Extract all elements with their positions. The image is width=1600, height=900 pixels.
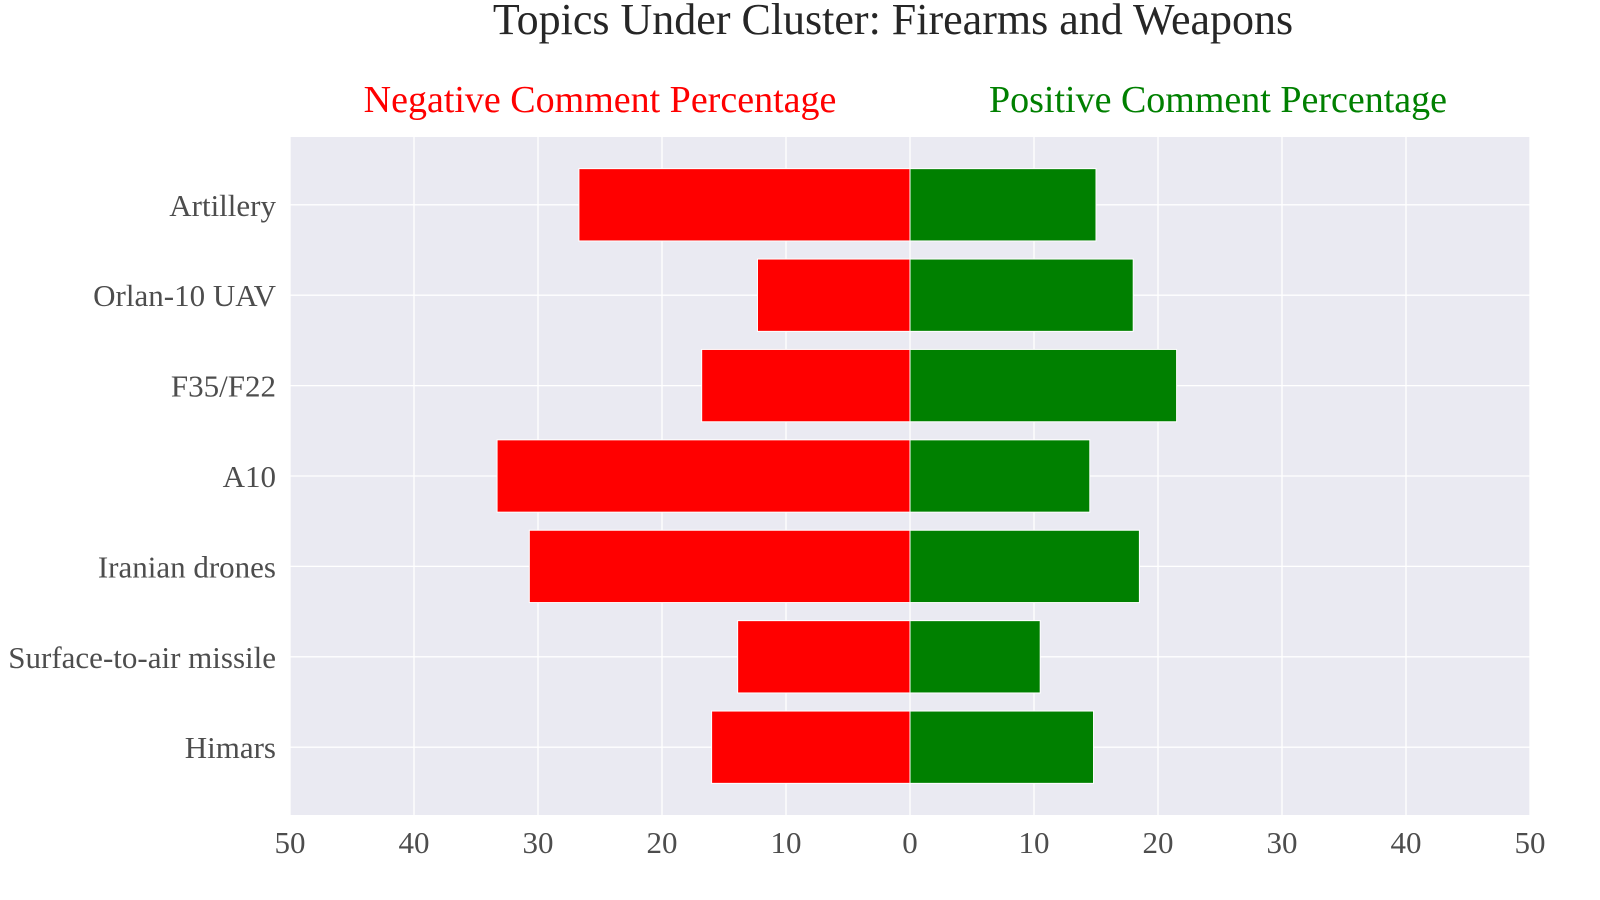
positive-bar	[909, 258, 1134, 332]
x-tick-label: 20	[647, 825, 678, 860]
negative-bar	[737, 620, 911, 694]
category-labels: Artillery Orlan-10 UAV F35/F22 A10 Iranian d…	[8, 188, 276, 765]
x-tick-labels: 50 40 30 20 10 0 10 20 30 40 50	[275, 825, 1546, 860]
negative-bar	[701, 348, 911, 423]
category-label: Orlan-10 UAV	[93, 278, 276, 313]
positive-bar	[909, 439, 1091, 513]
x-tick-label: 20	[1143, 825, 1174, 860]
negative-bar	[528, 529, 911, 604]
x-tick-label: 10	[771, 825, 802, 860]
positive-bar	[909, 348, 1178, 423]
x-tick-label: 50	[1515, 825, 1546, 860]
positive-bar	[909, 620, 1041, 694]
positive-bar	[909, 710, 1095, 784]
category-label: Himars	[185, 730, 276, 765]
bar-group	[496, 168, 1178, 784]
chart-title: Topics Under Cluster: Firearms and Weapo…	[493, 0, 1293, 44]
category-label: F35/F22	[171, 369, 276, 404]
positive-bar	[909, 529, 1140, 604]
x-tick-label: 0	[902, 825, 918, 860]
category-label: Iranian drones	[98, 549, 276, 584]
category-label: Surface-to-air missile	[8, 640, 276, 675]
positive-bar	[909, 168, 1097, 242]
x-tick-label: 30	[1267, 825, 1298, 860]
x-tick-label: 30	[523, 825, 554, 860]
x-tick-label: 50	[275, 825, 306, 860]
negative-bar	[756, 258, 911, 332]
negative-series-label: Negative Comment Percentage	[364, 79, 837, 121]
positive-series-label: Positive Comment Percentage	[989, 79, 1447, 121]
x-tick-label: 40	[399, 825, 430, 860]
negative-bar	[711, 710, 911, 784]
category-label: Artillery	[169, 188, 276, 223]
category-label: A10	[223, 459, 276, 494]
x-tick-label: 40	[1391, 825, 1422, 860]
x-tick-label: 10	[1019, 825, 1050, 860]
negative-bar	[496, 439, 911, 513]
negative-bar	[578, 168, 911, 242]
